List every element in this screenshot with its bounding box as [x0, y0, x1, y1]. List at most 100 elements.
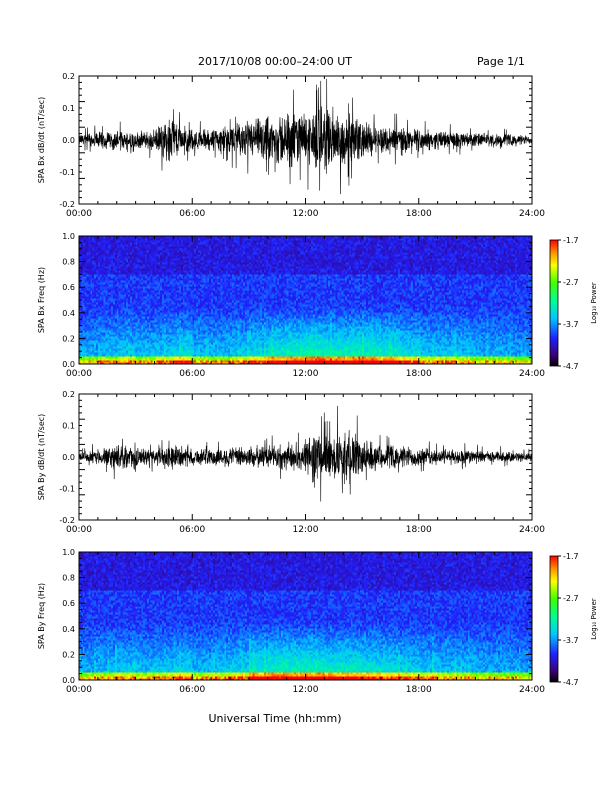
heatmap-cell — [115, 270, 117, 272]
heatmap-cell — [188, 290, 190, 292]
heatmap-cell — [96, 352, 98, 354]
heatmap-cell — [179, 270, 181, 272]
heatmap-cell — [81, 276, 83, 278]
heatmap-cell — [138, 332, 140, 334]
heatmap-cell — [124, 254, 126, 256]
heatmap-cell — [122, 284, 124, 286]
heatmap-cell — [100, 298, 102, 300]
heatmap-cell — [122, 356, 124, 358]
heatmap-cell — [105, 238, 107, 240]
heatmap-cell — [122, 300, 124, 302]
heatmap-cell — [151, 342, 153, 344]
heatmap-cell — [121, 238, 123, 240]
heatmap-cell — [177, 262, 179, 264]
heatmap-cell — [109, 350, 111, 352]
heatmap-cell — [90, 242, 92, 244]
heatmap-cell — [117, 338, 119, 340]
heatmap-cell — [145, 328, 147, 330]
heatmap-cell — [130, 322, 132, 324]
heatmap-cell — [168, 290, 170, 292]
heatmap-cell — [171, 310, 173, 312]
heatmap-cell — [151, 254, 153, 256]
heatmap-cell — [111, 250, 113, 252]
heatmap-cell — [179, 282, 181, 284]
heatmap-cell — [158, 358, 160, 360]
heatmap-cell — [188, 302, 190, 304]
heatmap-cell — [160, 282, 162, 284]
heatmap-cell — [130, 318, 132, 320]
heatmap-cell — [111, 258, 113, 260]
heatmap-cell — [134, 280, 136, 282]
heatmap-cell — [183, 268, 185, 270]
heatmap-cell — [141, 258, 143, 260]
heatmap-cell — [173, 262, 175, 264]
heatmap-cell — [145, 264, 147, 266]
heatmap-cell — [153, 320, 155, 322]
heatmap-cell — [109, 360, 111, 362]
heatmap-cell — [92, 250, 94, 252]
heatmap-cell — [166, 294, 168, 296]
heatmap-cell — [188, 342, 190, 344]
heatmap-cell — [100, 306, 102, 308]
heatmap-cell — [115, 348, 117, 350]
heatmap-cell — [130, 352, 132, 354]
heatmap-cell — [188, 314, 190, 316]
heatmap-cell — [166, 330, 168, 332]
heatmap-cell — [113, 266, 115, 268]
heatmap-cell — [102, 276, 104, 278]
heatmap-cell — [151, 300, 153, 302]
heatmap-cell — [96, 248, 98, 250]
heatmap-cell — [81, 278, 83, 280]
heatmap-cell — [102, 308, 104, 310]
heatmap-cell — [94, 348, 96, 350]
heatmap-cell — [187, 278, 189, 280]
heatmap-cell — [100, 272, 102, 274]
heatmap-cell — [141, 304, 143, 306]
heatmap-cell — [187, 324, 189, 326]
heatmap-cell — [183, 278, 185, 280]
heatmap-cell — [158, 266, 160, 268]
heatmap-cell — [115, 306, 117, 308]
heatmap-cell — [113, 264, 115, 266]
heatmap-cell — [155, 304, 157, 306]
heatmap-cell — [177, 296, 179, 298]
heatmap-cell — [160, 268, 162, 270]
heatmap-cell — [117, 324, 119, 326]
heatmap-cell — [153, 262, 155, 264]
heatmap-cell — [149, 294, 151, 296]
heatmap-cell — [164, 284, 166, 286]
heatmap-cell — [87, 320, 89, 322]
heatmap-cell — [94, 282, 96, 284]
heatmap-cell — [92, 316, 94, 318]
heatmap-cell — [175, 320, 177, 322]
heatmap-cell — [145, 320, 147, 322]
heatmap-cell — [160, 256, 162, 258]
heatmap-cell — [156, 314, 158, 316]
heatmap-cell — [139, 288, 141, 290]
heatmap-cell — [126, 360, 128, 362]
heatmap-cell — [96, 322, 98, 324]
heatmap-cell — [185, 244, 187, 246]
heatmap-cell — [98, 284, 100, 286]
heatmap-cell — [177, 266, 179, 268]
heatmap-cell — [177, 346, 179, 348]
heatmap-cell — [141, 292, 143, 294]
heatmap-cell — [175, 356, 177, 358]
heatmap-cell — [143, 284, 145, 286]
heatmap-cell — [115, 312, 117, 314]
heatmap-cell — [117, 336, 119, 338]
heatmap-cell — [185, 354, 187, 356]
heatmap-cell — [138, 298, 140, 300]
heatmap-cell — [115, 350, 117, 352]
heatmap-cell — [94, 322, 96, 324]
heatmap-cell — [138, 356, 140, 358]
heatmap-cell — [155, 266, 157, 268]
heatmap-cell — [128, 276, 130, 278]
heatmap-cell — [173, 268, 175, 270]
heatmap-cell — [113, 288, 115, 290]
heatmap-cell — [166, 252, 168, 254]
heatmap-cell — [158, 326, 160, 328]
heatmap-cell — [177, 356, 179, 358]
heatmap-cell — [162, 282, 164, 284]
heatmap-cell — [130, 238, 132, 240]
